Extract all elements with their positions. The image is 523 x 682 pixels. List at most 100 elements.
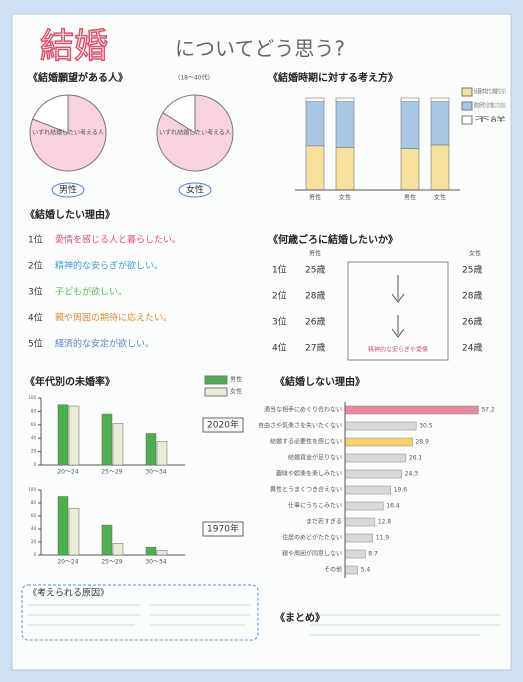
text-lines [28, 604, 500, 636]
bar [112, 423, 124, 466]
note: (18〜40代) [178, 74, 210, 82]
bar-label: 結婚資金が足りない [288, 454, 342, 462]
legend-swatch [461, 87, 473, 97]
y-tick-label: 60 [31, 422, 37, 427]
value-label: 11.9 [376, 535, 390, 542]
x-label: 25〜29 [101, 559, 122, 566]
bar-label: 仕事にうちこみたい [288, 502, 342, 510]
age: 27歳 [305, 342, 325, 354]
bar [344, 501, 384, 511]
rank: 4位 [272, 342, 287, 354]
bar [68, 405, 80, 466]
value-label: 26.1 [409, 455, 423, 462]
y-tick-label: 100 [28, 487, 36, 492]
label-oval [51, 182, 85, 198]
legend-label: 不詳 [474, 116, 506, 124]
bar [101, 413, 113, 466]
bar [156, 550, 168, 556]
bar-segment [430, 97, 450, 102]
rank: 2位 [28, 260, 43, 272]
y-tick-label: 20 [31, 539, 37, 544]
value-label: 16.4 [386, 503, 400, 510]
value-label: 19.6 [394, 487, 408, 494]
y-tick-label: 60 [31, 513, 37, 518]
bar [145, 546, 157, 556]
reason: 親や周囲の期待に応えたい。 [55, 312, 172, 324]
bar [344, 533, 374, 543]
bar-label: 親や周囲が同意しない [282, 550, 342, 558]
bar [344, 517, 376, 527]
bar [344, 469, 402, 479]
year: 2020年 [207, 419, 239, 431]
bar [57, 496, 69, 556]
rank: 1位 [272, 264, 287, 276]
heading: 《まとめ》 [275, 611, 325, 624]
bar [344, 421, 417, 431]
y-tick-label: 40 [31, 526, 37, 531]
bar-segment [400, 101, 420, 149]
bar [101, 524, 113, 556]
legend-label: ある程度の年齢までには結婚するつもり [474, 88, 506, 96]
bar [344, 565, 358, 575]
bar [156, 441, 168, 466]
legend-label: 理想的な相手が見つかるまで結婚しなくてもかまわない [474, 102, 506, 110]
bar-segment [430, 101, 450, 146]
x-label: 男性 [309, 194, 321, 202]
age: 28歳 [305, 290, 325, 302]
bar [344, 405, 479, 415]
value-label: 57.2 [481, 407, 495, 414]
heading: 《何歳ごろに結婚したいか》 [268, 233, 398, 246]
age: 26歳 [305, 316, 325, 328]
bar-label: 結婚する必要性を感じない [270, 438, 342, 446]
bar-label: まだ若すぎる [306, 518, 342, 526]
bar-label: 異性とうまくつき合えない [270, 486, 342, 494]
y-tick-label: 0 [33, 462, 36, 467]
bar [68, 507, 80, 556]
reason: 経済的な安定が欲しい。 [55, 338, 154, 350]
bar [57, 404, 69, 466]
bar [145, 433, 157, 466]
rank: 4位 [28, 312, 43, 324]
bar-label: その他 [324, 566, 342, 574]
heading: 《年代別の未婚率》 [25, 375, 115, 388]
pie-slice [29, 94, 107, 172]
axes [40, 490, 185, 556]
bar-segment [305, 145, 325, 191]
slice-label: いずれ結婚したい考える人 [32, 129, 104, 137]
legend-label: 女性 [230, 388, 242, 396]
age: 28歳 [462, 290, 482, 302]
value-label: 8.7 [368, 551, 378, 558]
value-label: 30.5 [419, 423, 433, 430]
x-label: 30〜34 [145, 559, 166, 566]
title-rest: についてどう思う? [175, 37, 345, 61]
box-note: 精神的な安らぎや愛情 [368, 346, 428, 354]
x-label: 女性 [339, 194, 351, 202]
rank: 3位 [28, 286, 43, 298]
col-head: 男性 [309, 250, 321, 258]
y-tick-label: 40 [31, 435, 37, 440]
group-label: 女性 [186, 184, 204, 196]
legend-label: 男性 [230, 376, 242, 384]
heading: 《結婚しない理由》 [275, 375, 365, 388]
bar-segment [335, 101, 355, 148]
age-box [347, 261, 449, 361]
value-label: 24.3 [405, 471, 419, 478]
y-tick-label: 80 [31, 500, 37, 505]
y-tick-label: 20 [31, 449, 37, 454]
bar-label: 趣味や娯楽を楽しみたい [276, 470, 342, 478]
year-box [202, 417, 244, 433]
bar [344, 453, 407, 463]
bar-segment [400, 148, 420, 191]
bar-segment [335, 97, 355, 102]
x-label: 30〜34 [145, 469, 166, 476]
title-main: 結婚 [40, 27, 108, 67]
reason: 子どもが欲しい。 [55, 286, 127, 298]
heading: 《考えられる原因》 [28, 588, 109, 599]
bar [344, 485, 391, 495]
legend-swatch [204, 375, 228, 385]
legend-swatch [461, 101, 473, 111]
bar-segment [305, 101, 325, 147]
rank: 1位 [28, 234, 43, 246]
legend-swatch [204, 387, 228, 397]
